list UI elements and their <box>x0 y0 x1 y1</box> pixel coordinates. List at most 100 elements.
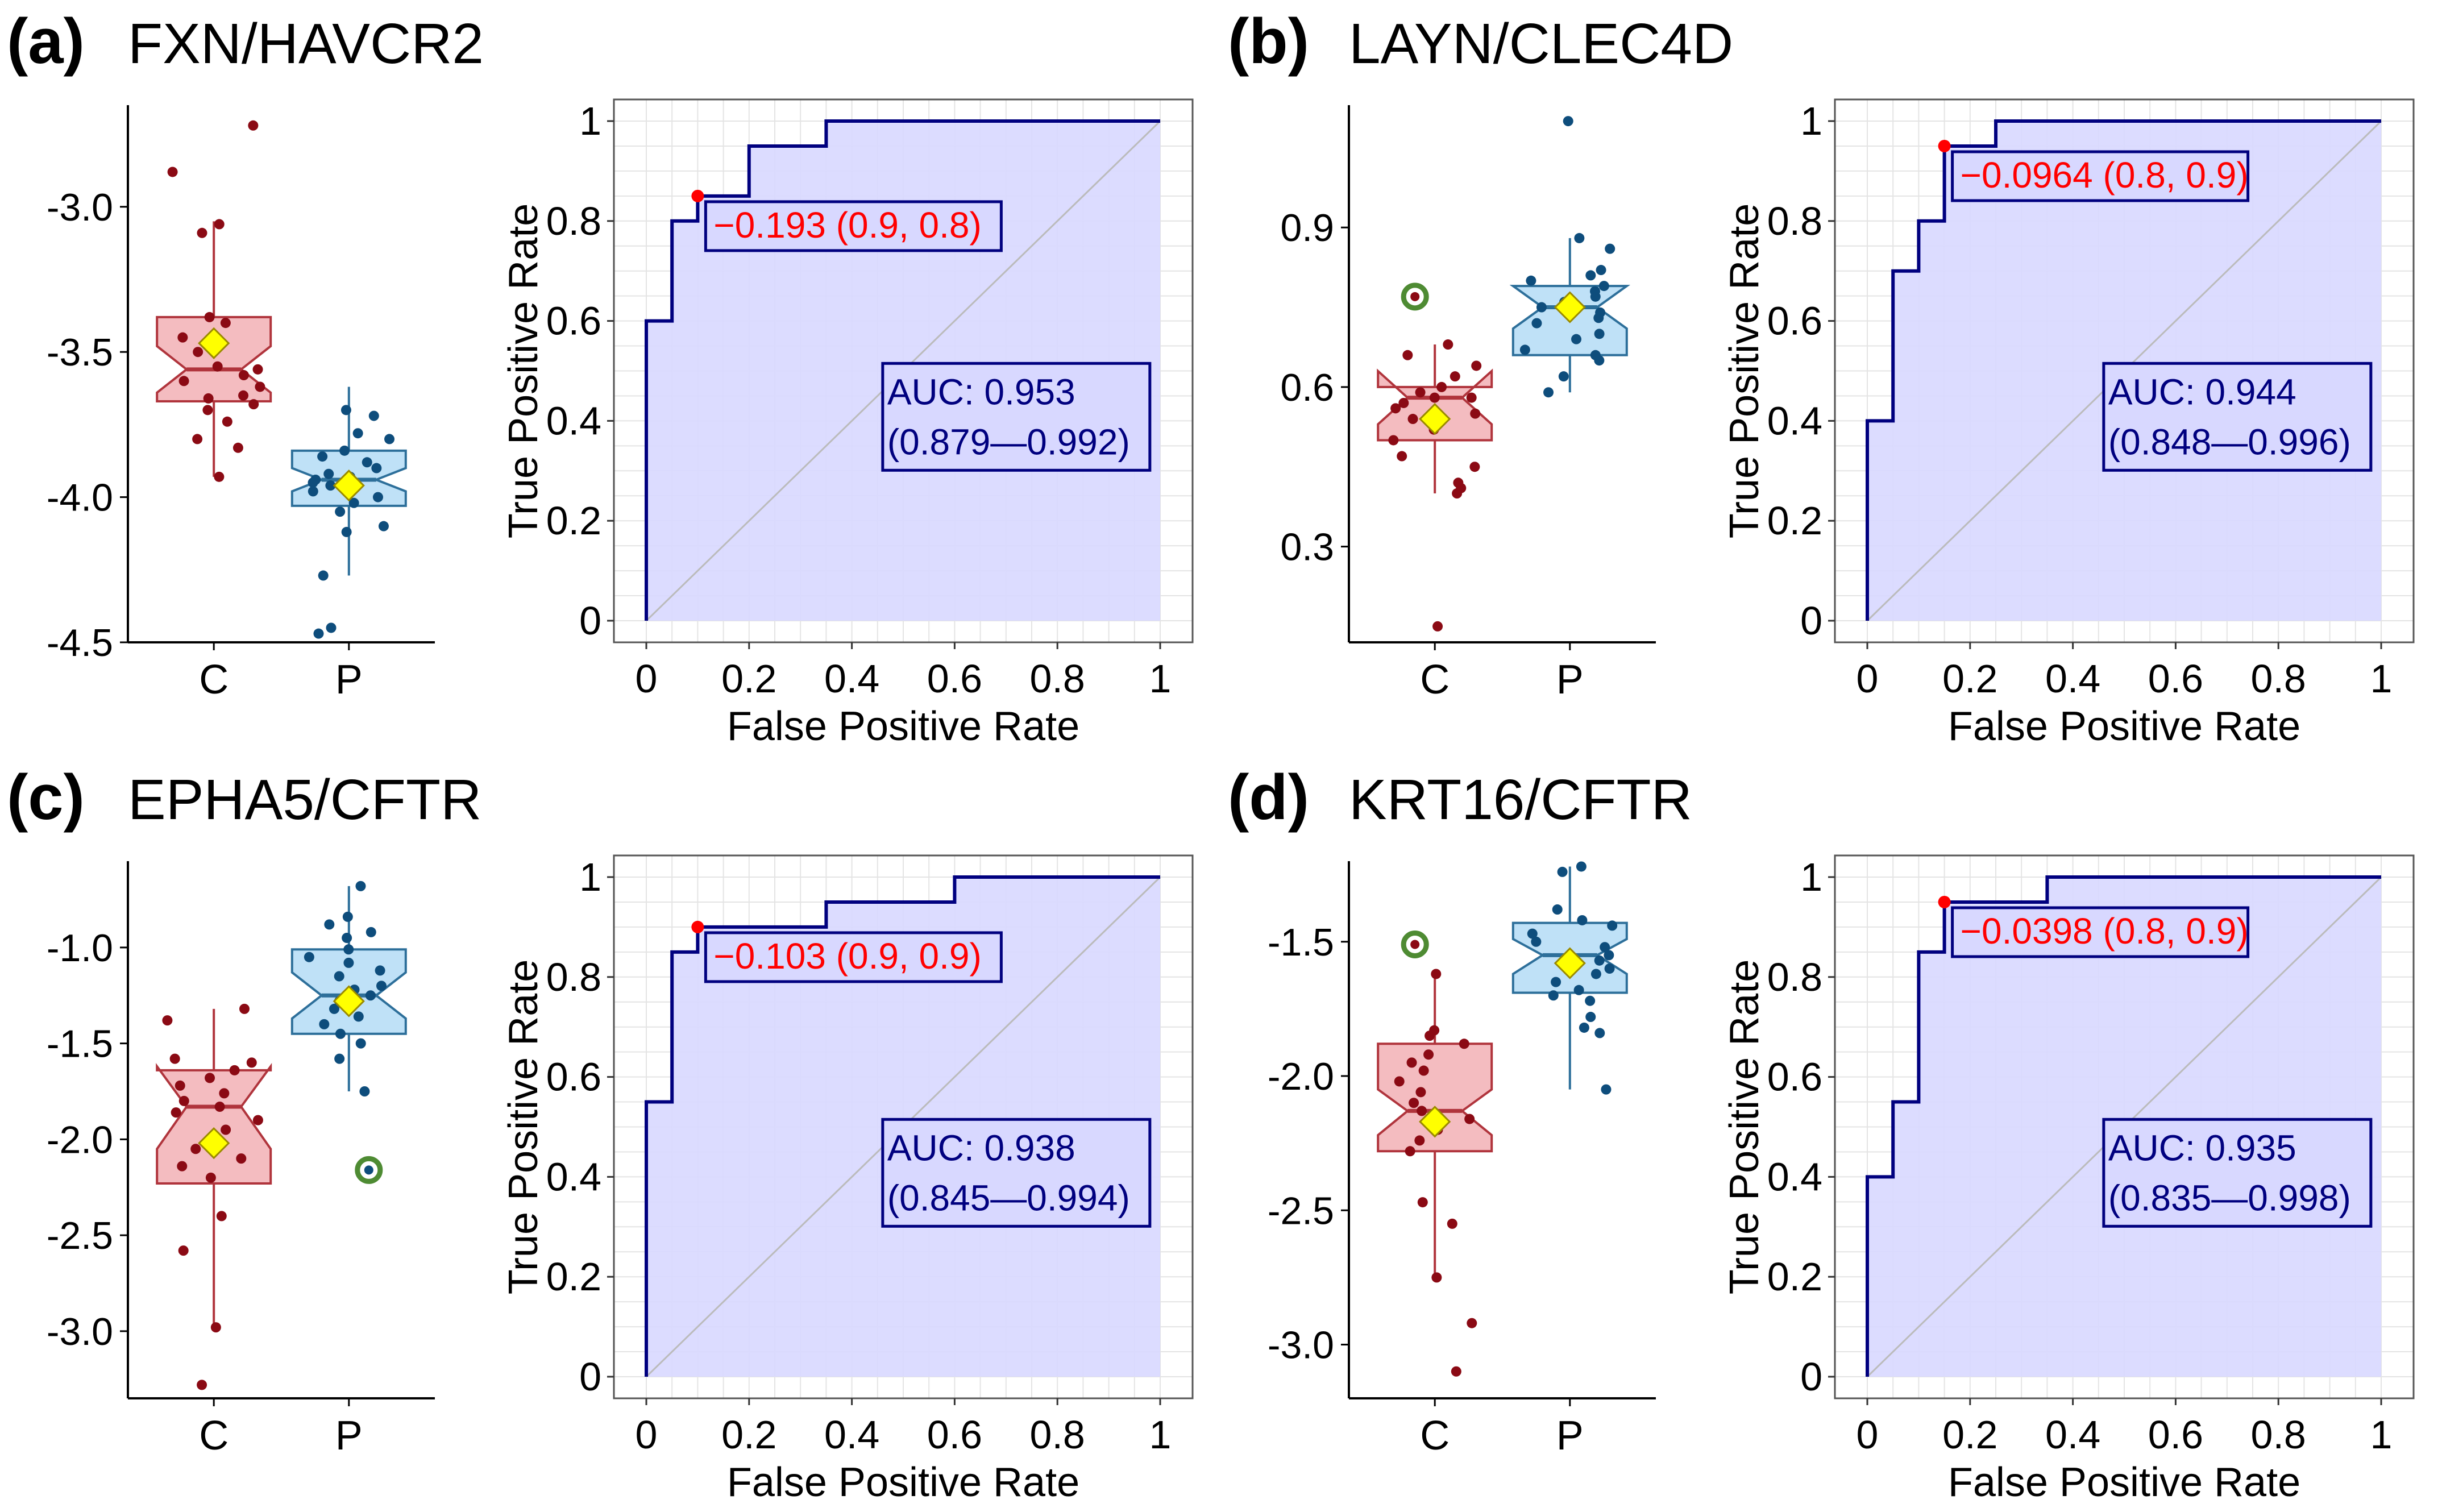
y-tick-label: 0.2 <box>1767 499 1822 543</box>
panel-d: (d) KRT16/CFTR -1.5 -2.0 -2.5 -3.0 C P 0 0.2 0.4… <box>1221 756 2442 1512</box>
data-point <box>1604 963 1615 974</box>
data-point <box>216 1211 227 1222</box>
outlier-point <box>1410 940 1420 949</box>
data-point <box>353 1011 364 1022</box>
data-point <box>1577 915 1588 925</box>
data-point <box>192 434 203 445</box>
data-point <box>1573 985 1584 995</box>
data-point <box>236 1153 247 1164</box>
data-point <box>1551 977 1561 987</box>
cutoff-label: −0.0964 (0.8, 0.9) <box>1961 155 2249 196</box>
cutoff-point <box>1938 895 1951 908</box>
data-point <box>318 570 329 581</box>
x-axis-label: False Positive Rate <box>727 704 1079 749</box>
data-point <box>1431 969 1442 979</box>
y-tick-label: -2.5 <box>47 1214 113 1257</box>
x-tick-label: C <box>199 657 229 703</box>
x-tick-label: 0 <box>636 657 658 701</box>
auc-ci: (0.845—0.994) <box>887 1177 1130 1218</box>
cutoff-label-box <box>1951 150 2250 202</box>
auc-ci: (0.879—0.992) <box>887 421 1130 462</box>
data-point <box>368 410 379 421</box>
data-point <box>219 1088 230 1099</box>
x-tick-label: 0.6 <box>2148 657 2203 701</box>
x-tick-label: 1 <box>1149 657 1172 701</box>
y-tick-label: -1.5 <box>47 1023 113 1066</box>
data-point <box>1432 621 1443 632</box>
data-point <box>212 361 223 372</box>
data-point <box>248 120 259 131</box>
x-tick-label: 0.6 <box>927 657 982 701</box>
roc-border <box>1834 98 2415 643</box>
y-tick-label: 0.3 <box>1280 526 1334 569</box>
data-point <box>375 965 385 976</box>
data-point <box>1397 451 1407 462</box>
y-tick-label: -3.0 <box>47 1310 113 1353</box>
boxplot: -1.5 -2.0 -2.5 -3.0 C P <box>1268 861 1656 1459</box>
data-point <box>169 1053 180 1064</box>
data-point <box>1453 477 1464 488</box>
y-axis-label: True Positive Rate <box>501 203 546 539</box>
box-C <box>156 1063 272 1185</box>
x-tick-label: P <box>335 1413 363 1459</box>
data-point <box>1574 232 1585 243</box>
data-point <box>1466 392 1477 403</box>
y-tick-label: 0.6 <box>546 299 601 343</box>
data-point <box>1607 920 1618 931</box>
auc-box <box>2102 362 2373 472</box>
x-tick-label: 0.2 <box>721 1413 776 1457</box>
data-point <box>1552 904 1563 915</box>
data-point <box>1543 387 1554 398</box>
panel-letter: (d) <box>1228 762 1310 833</box>
y-tick-label: 0.4 <box>1767 1154 1822 1199</box>
data-point <box>329 1003 339 1014</box>
x-tick-label: 0.6 <box>927 1413 982 1457</box>
data-point <box>1527 928 1538 939</box>
x-tick-label: 0.8 <box>2251 657 2306 701</box>
mean-marker <box>1554 291 1586 323</box>
data-point <box>1531 318 1542 329</box>
outlier-marker <box>1401 930 1429 958</box>
x-tick-label: P <box>1556 1413 1584 1459</box>
data-point <box>1459 1039 1469 1049</box>
data-point <box>1601 1084 1612 1095</box>
data-point <box>210 1322 221 1333</box>
data-point <box>178 376 189 387</box>
x-tick-label: 0.2 <box>1942 657 1997 701</box>
y-tick-label: 0.8 <box>546 955 601 999</box>
data-point <box>1398 397 1409 408</box>
data-point <box>175 1080 185 1091</box>
mean-marker <box>333 470 365 502</box>
data-point <box>359 1086 370 1096</box>
x-tick-label: 0.8 <box>2251 1413 2306 1457</box>
y-tick-label: 0.8 <box>546 199 601 243</box>
data-point <box>341 526 352 537</box>
y-tick-label: -1.0 <box>47 927 113 970</box>
data-point <box>239 1003 250 1014</box>
data-point <box>366 927 376 937</box>
data-point <box>342 911 353 922</box>
y-tick-label: 1 <box>1800 99 1822 143</box>
y-tick-label: 0.8 <box>1767 955 1822 999</box>
auc-value: AUC: 0.953 <box>887 371 1075 412</box>
data-point <box>1415 1087 1426 1098</box>
x-tick-label: C <box>1420 657 1450 703</box>
data-point <box>1589 286 1600 297</box>
data-point <box>335 506 346 517</box>
panel-b: (b) LAYN/CLEC4D 0.9 0.6 0.3 C P 0 0.2 0.4 0.6 0.8… <box>1221 0 2442 756</box>
data-point <box>326 622 337 633</box>
data-point <box>221 1124 231 1135</box>
data-point <box>324 919 335 930</box>
data-point <box>1406 1057 1417 1068</box>
data-point <box>1585 270 1596 281</box>
data-point <box>339 445 350 456</box>
panel-title: EPHA5/CFTR <box>128 768 482 832</box>
x-tick-label: 1 <box>2370 1413 2393 1457</box>
data-point <box>193 347 204 358</box>
data-point <box>1417 1197 1428 1208</box>
cutoff-label: −0.0398 (0.8, 0.9) <box>1961 911 2249 952</box>
boxplot: -1.0 -1.5 -2.0 -2.5 -3.0 C P <box>47 861 435 1459</box>
cutoff-point <box>691 189 704 202</box>
data-point <box>1470 408 1481 419</box>
cutoff-label: −0.103 (0.9, 0.9) <box>713 936 981 977</box>
